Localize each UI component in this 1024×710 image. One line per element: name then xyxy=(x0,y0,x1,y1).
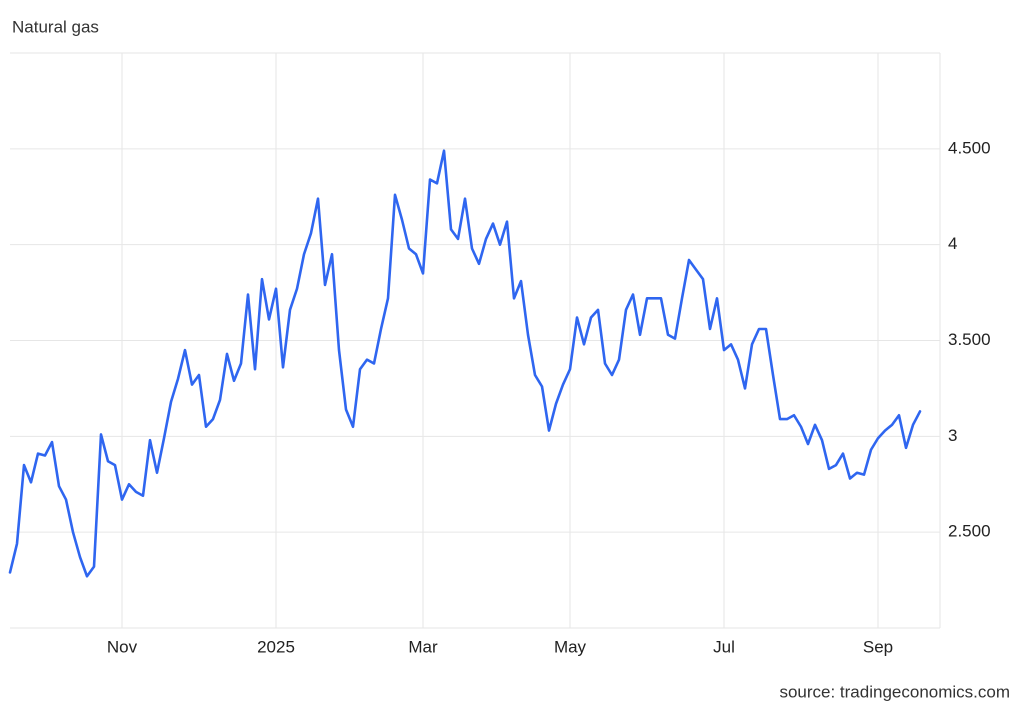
x-tick-label: 2025 xyxy=(257,637,295,656)
x-tick-label: Mar xyxy=(408,637,438,656)
y-tick-label: 4 xyxy=(948,234,957,253)
chart-title: Natural gas xyxy=(12,17,99,36)
source-note: source: tradingeconomics.com xyxy=(779,682,1010,701)
y-tick-label: 3 xyxy=(948,426,957,445)
y-tick-label: 3.500 xyxy=(948,330,991,349)
x-tick-label: Nov xyxy=(107,637,138,656)
x-tick-label: May xyxy=(554,637,587,656)
x-tick-label: Jul xyxy=(713,637,735,656)
y-tick-label: 2.500 xyxy=(948,522,991,541)
x-tick-label: Sep xyxy=(863,637,893,656)
price-line xyxy=(8,149,922,578)
y-tick-label: 4.500 xyxy=(948,138,991,157)
